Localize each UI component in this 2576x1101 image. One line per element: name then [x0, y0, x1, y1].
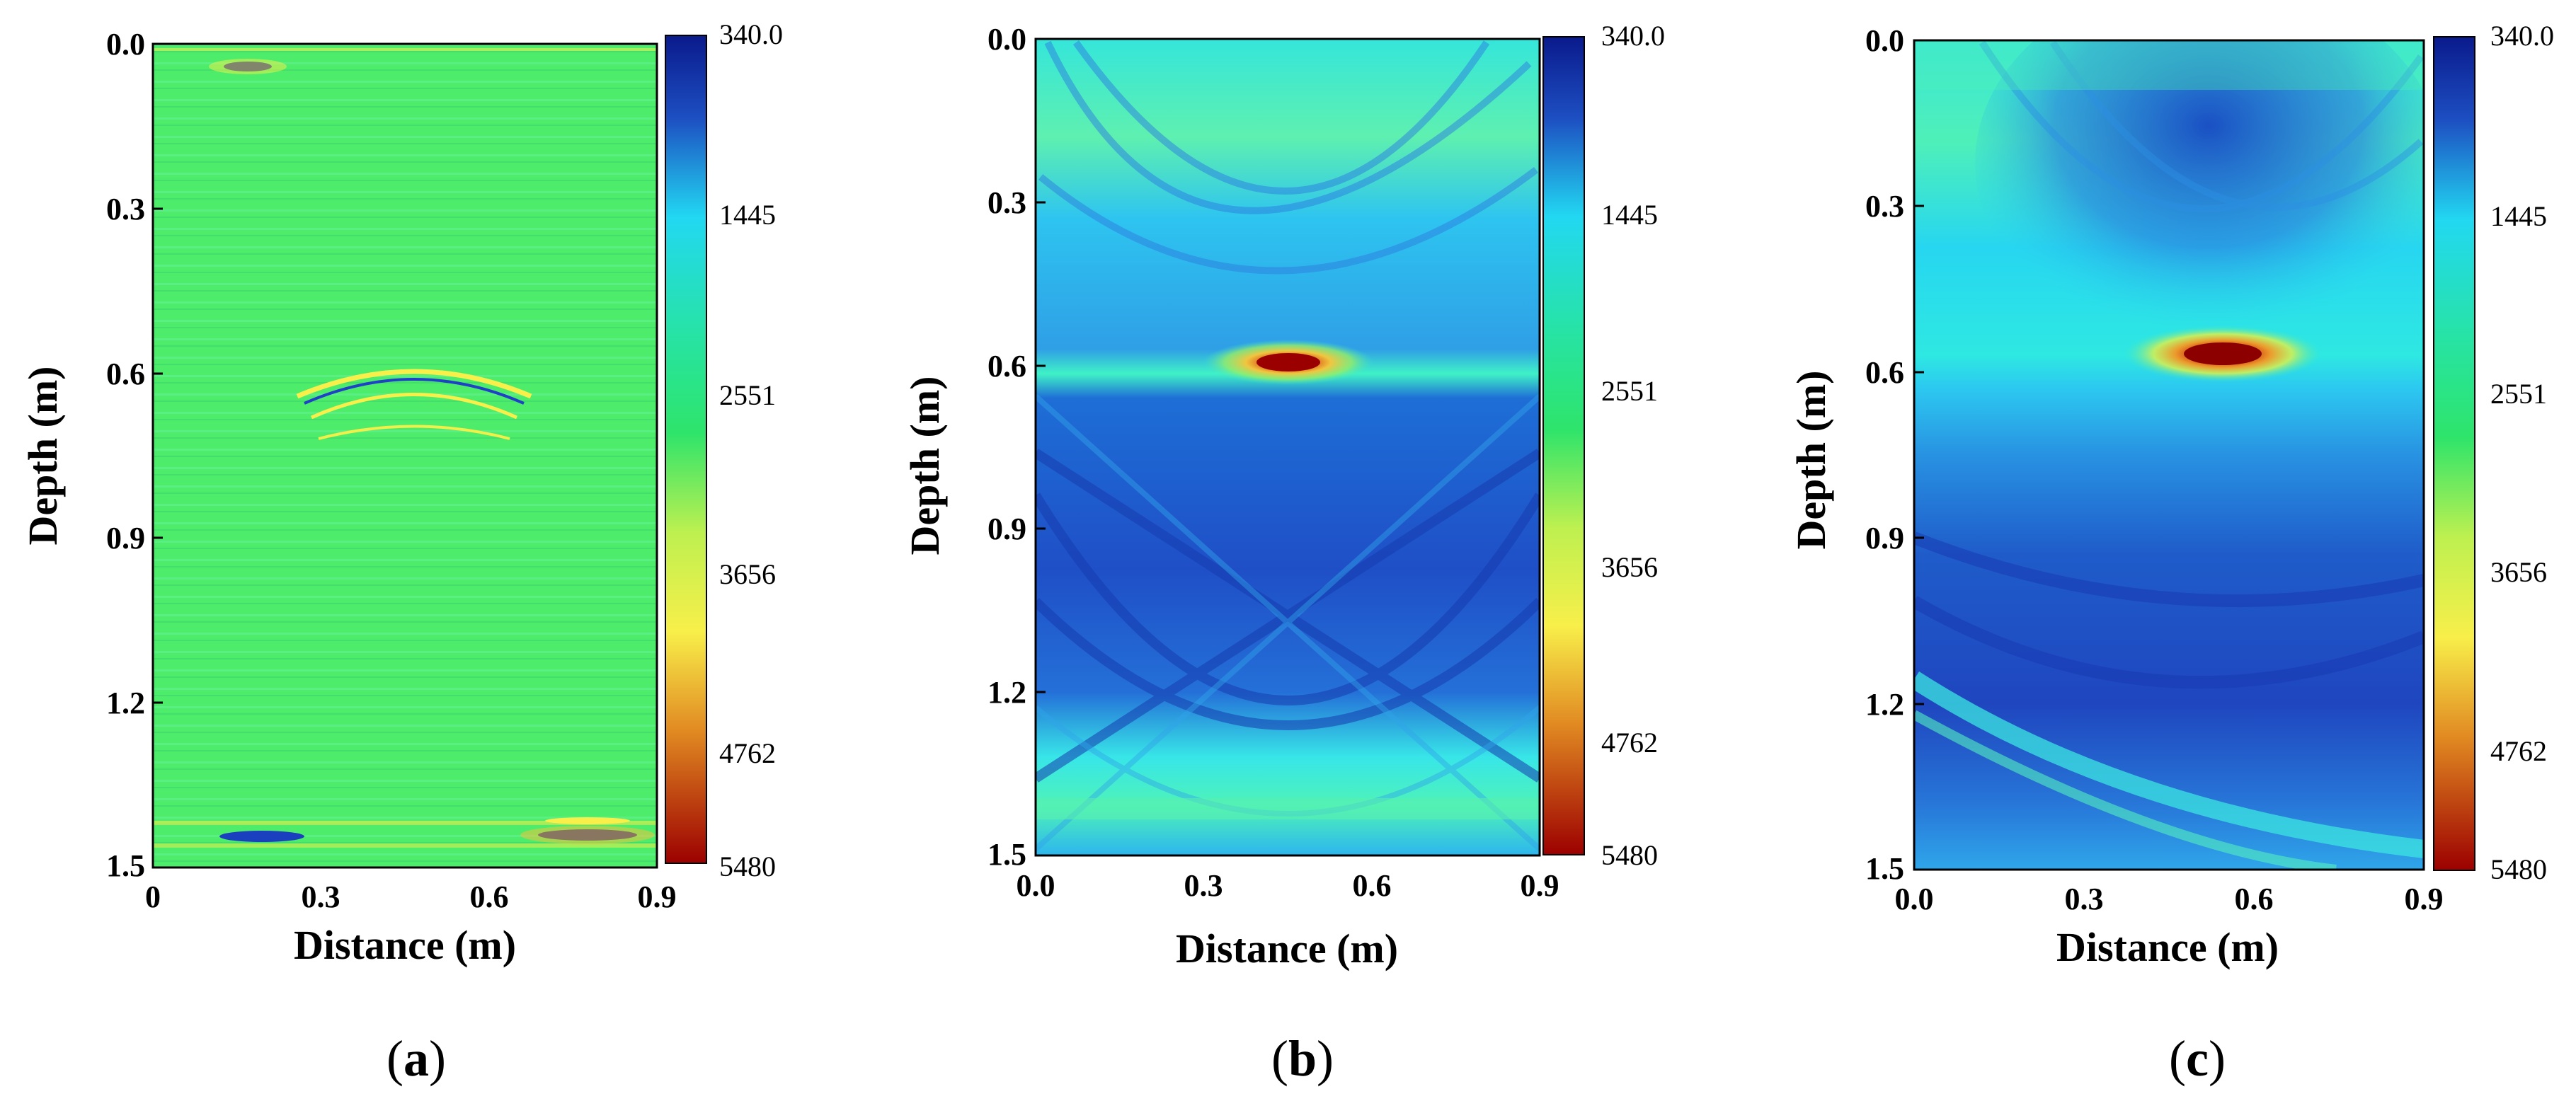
y-tick-label: 0.9: [106, 521, 145, 555]
colorbar-tick-label: 4762: [2490, 735, 2547, 767]
panel-letter: b: [1288, 1030, 1317, 1087]
x-axis-c: 0.0 0.3 0.6 0.9: [1895, 882, 2444, 916]
y-tick-label: 0.3: [1865, 189, 1904, 224]
colorbar-tick-label: 1445: [719, 199, 776, 231]
y-tick-label: 1.5: [106, 848, 145, 883]
panel-label-a: (a): [387, 1030, 446, 1087]
y-axis-a: 0.0 0.3 0.6 0.9 1.2 1.5: [106, 27, 163, 883]
y-axis-title: Depth (m): [902, 376, 948, 555]
y-tick-label: 1.2: [1865, 687, 1904, 722]
y-tick-label: 1.5: [1865, 851, 1904, 886]
x-tick-label: 0.3: [1184, 868, 1223, 903]
x-tick-label: 0.0: [1895, 882, 1934, 916]
x-axis-b: 0.0 0.3 0.6 0.9: [1017, 868, 1559, 903]
x-axis-title: Distance (m): [2056, 924, 2279, 970]
panel-a: 0.0 0.3 0.6 0.9 1.2 1.5 0 0.3 0.6 0.9 Di…: [20, 18, 783, 1087]
plot-frame-a: [151, 42, 658, 869]
x-tick-label: 0: [145, 880, 161, 914]
y-tick-label: 0.3: [988, 185, 1026, 220]
y-tick-label: 0.0: [106, 27, 145, 62]
y-tick-label: 1.5: [988, 837, 1026, 872]
x-tick-label: 0.9: [2405, 882, 2444, 916]
x-tick-label: 0.6: [2235, 882, 2274, 916]
y-tick-label: 0.9: [1865, 521, 1904, 555]
plot-frame-c: [1913, 39, 2425, 871]
colorbar-tick-label: 2551: [2490, 378, 2547, 410]
y-tick-label: 0.9: [988, 512, 1026, 546]
y-tick-label: 0.6: [106, 357, 145, 391]
x-axis-title: Distance (m): [294, 922, 516, 968]
x-axis-a: 0 0.3 0.6 0.9: [145, 880, 677, 914]
y-axis-c: 0.0 0.3 0.6 0.9 1.2 1.5: [1865, 23, 1924, 886]
x-tick-label: 0.0: [1017, 868, 1055, 903]
x-tick-label: 0.3: [2065, 882, 2104, 916]
y-axis-title: Depth (m): [20, 367, 66, 546]
colorbar-tick-label: 340.0: [719, 18, 783, 50]
colorbar-tick-label: 3656: [719, 558, 776, 590]
colorbar-a: 340.0 1445 2551 3656 4762 5480: [665, 18, 783, 882]
x-axis-title: Distance (m): [1176, 926, 1398, 972]
colorbar-tick-label: 340.0: [2490, 20, 2554, 52]
y-tick-label: 1.2: [106, 686, 145, 720]
colorbar-b: 340.0 1445 2551 3656 4762 5480: [1542, 20, 1665, 871]
plot-frame-b: [1034, 38, 1541, 857]
colorbar-tick-label: 2551: [1601, 375, 1658, 407]
heatmap-b: [1036, 39, 1540, 855]
panel-b: 0.0 0.3 0.6 0.9 1.2 1.5 0.0 0.3 0.6 0.9 …: [902, 20, 1665, 1087]
colorbar-tick-label: 4762: [719, 737, 776, 769]
colorbar-c: 340.0 1445 2551 3656 4762 5480: [2433, 20, 2554, 885]
x-tick-label: 0.6: [470, 880, 509, 914]
y-axis-title: Depth (m): [1788, 371, 1834, 550]
panel-label-b: (b): [1271, 1030, 1334, 1087]
colorbar-tick-label: 5480: [719, 851, 776, 882]
panel-letter: c: [2186, 1030, 2209, 1087]
colorbar-tick-label: 4762: [1601, 727, 1658, 759]
x-tick-label: 0.9: [638, 880, 677, 914]
x-tick-label: 0.3: [302, 880, 340, 914]
colorbar-tick-label: 5480: [2490, 853, 2547, 885]
colorbar-tick-label: 2551: [719, 379, 776, 411]
y-tick-label: 0.0: [1865, 23, 1904, 58]
heatmap-c: [1914, 40, 2424, 870]
x-tick-label: 0.9: [1521, 868, 1559, 903]
y-tick-label: 1.2: [988, 675, 1026, 710]
x-tick-label: 0.6: [1353, 868, 1392, 903]
colorbar-tick-label: 3656: [2490, 556, 2547, 588]
y-tick-label: 0.0: [988, 22, 1026, 57]
colorbar-tick-label: 3656: [1601, 551, 1658, 583]
y-tick-label: 0.6: [1865, 355, 1904, 390]
y-tick-label: 0.3: [106, 192, 145, 226]
panel-label-c: (c): [2169, 1030, 2226, 1087]
panel-letter: a: [403, 1030, 429, 1087]
y-axis-b: 0.0 0.3 0.6 0.9 1.2 1.5: [988, 22, 1046, 872]
colorbar-tick-label: 1445: [2490, 200, 2547, 232]
colorbar-tick-label: 5480: [1601, 839, 1658, 871]
colorbar-tick-label: 1445: [1601, 199, 1658, 231]
heatmap-a: [153, 44, 657, 867]
y-tick-label: 0.6: [988, 349, 1026, 384]
colorbar-tick-label: 340.0: [1601, 20, 1665, 52]
panel-c: 0.0 0.3 0.6 0.9 1.2 1.5 0.0 0.3 0.6 0.9 …: [1788, 20, 2554, 1087]
